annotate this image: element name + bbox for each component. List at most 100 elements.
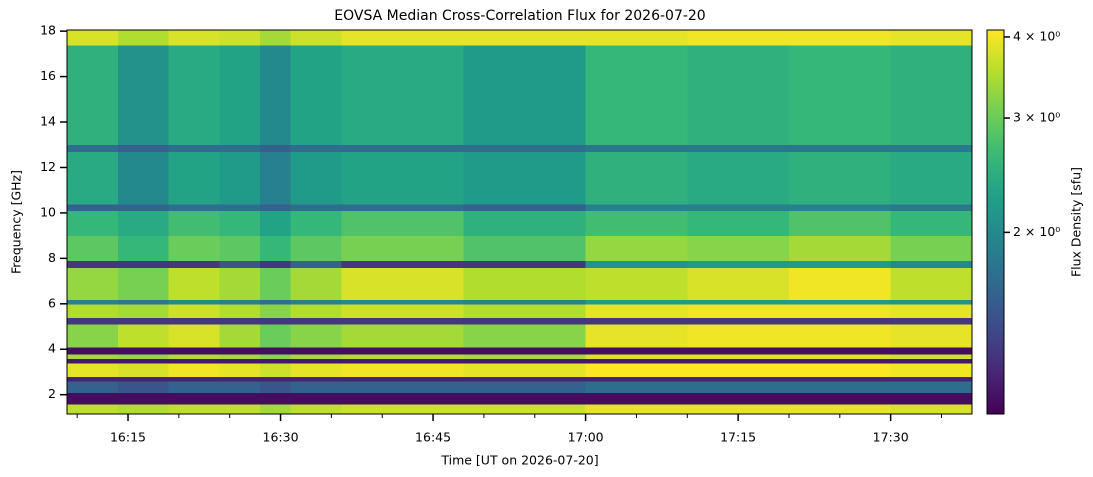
heatmap-cell xyxy=(463,151,587,205)
heatmap-cell xyxy=(585,44,688,146)
heatmap-cell xyxy=(168,358,221,364)
heatmap-cell xyxy=(219,299,261,305)
heatmap-cell xyxy=(341,151,465,205)
colorbar xyxy=(986,29,1005,415)
x-tick-label: 16:15 xyxy=(110,430,146,445)
heatmap-cell xyxy=(290,267,343,300)
heatmap-cell xyxy=(117,303,170,318)
heatmap-cell xyxy=(168,324,221,348)
chart-title: EOVSA Median Cross-Correlation Flux for … xyxy=(334,8,705,24)
heatmap-cell xyxy=(585,303,688,318)
heatmap-cell xyxy=(260,392,292,405)
heatmap-cell xyxy=(788,267,892,300)
heatmap-cell xyxy=(463,324,587,348)
heatmap-cell xyxy=(341,299,465,305)
heatmap-cell xyxy=(341,235,465,262)
heatmap-cell xyxy=(290,303,343,318)
heatmap-cell xyxy=(290,392,343,405)
heatmap-cell xyxy=(585,324,688,348)
heatmap-cell xyxy=(219,303,261,318)
heatmap-cell xyxy=(687,260,790,268)
heatmap-cell xyxy=(290,260,343,268)
heatmap-cell xyxy=(890,144,973,153)
heatmap-cell xyxy=(463,317,587,325)
heatmap-cell xyxy=(117,376,170,382)
heatmap-cell xyxy=(341,353,465,359)
heatmap-cell xyxy=(463,353,587,359)
heatmap-cell xyxy=(168,303,221,318)
heatmap-cell xyxy=(117,358,170,364)
heatmap-cell xyxy=(219,203,261,212)
heatmap-cell xyxy=(585,353,688,359)
heatmap-cell xyxy=(168,299,221,305)
heatmap-cell xyxy=(585,203,688,212)
heatmap-cell xyxy=(117,44,170,146)
heatmap-cell xyxy=(290,346,343,355)
heatmap-cell xyxy=(788,346,892,355)
heatmap-cell xyxy=(67,260,119,268)
heatmap-cell xyxy=(463,144,587,153)
heatmap-cell xyxy=(219,267,261,300)
heatmap-cell xyxy=(290,362,343,378)
heatmap-cell xyxy=(463,235,587,262)
y-tick-label: 2 xyxy=(48,386,56,401)
heatmap-cell xyxy=(290,358,343,364)
heatmap-cell xyxy=(788,260,892,268)
heatmap-cell xyxy=(341,210,465,237)
heatmap-cell xyxy=(290,353,343,359)
heatmap-cell xyxy=(890,346,973,355)
heatmap-cell xyxy=(341,144,465,153)
heatmap-cell xyxy=(890,358,973,364)
heatmap-cell xyxy=(168,353,221,359)
heatmap-cell xyxy=(788,303,892,318)
heatmap-cell xyxy=(463,203,587,212)
heatmap-cell xyxy=(463,392,587,405)
heatmap-cell xyxy=(687,299,790,305)
heatmap-cell xyxy=(890,267,973,300)
heatmap-cell xyxy=(463,381,587,393)
heatmap-cell xyxy=(341,324,465,348)
heatmap-cell xyxy=(341,203,465,212)
heatmap-cell xyxy=(341,303,465,318)
heatmap-cell xyxy=(341,44,465,146)
heatmap-cell xyxy=(260,324,292,348)
x-tick-label: 17:30 xyxy=(873,430,909,445)
heatmap-cell xyxy=(788,353,892,359)
heatmap-cell xyxy=(463,267,587,300)
heatmap-cell xyxy=(168,392,221,405)
heatmap-cell xyxy=(788,376,892,382)
heatmap-cell xyxy=(67,144,119,153)
heatmap-cell xyxy=(117,30,170,46)
heatmap-cell xyxy=(260,44,292,146)
plot-frame xyxy=(66,29,973,415)
heatmap-cell xyxy=(290,376,343,382)
heatmap-cell xyxy=(67,392,119,405)
heatmap-cell xyxy=(687,324,790,348)
heatmap-cell xyxy=(168,203,221,212)
heatmap-cell xyxy=(788,324,892,348)
heatmap-cell xyxy=(463,299,587,305)
heatmap-cell xyxy=(117,151,170,205)
heatmap-cell xyxy=(260,299,292,305)
heatmap-cell xyxy=(117,299,170,305)
x-tick-label: 16:30 xyxy=(263,430,299,445)
heatmap-cell xyxy=(788,299,892,305)
heatmap-cell xyxy=(168,44,221,146)
heatmap-cell xyxy=(67,210,119,237)
heatmap-cell xyxy=(168,30,221,46)
heatmap-cell xyxy=(341,376,465,382)
heatmap-cell xyxy=(585,151,688,205)
heatmap-cell xyxy=(117,317,170,325)
heatmap-cell xyxy=(260,144,292,153)
heatmap-cell xyxy=(168,317,221,325)
heatmap-cell xyxy=(290,381,343,393)
heatmap-cell xyxy=(585,376,688,382)
heatmap-cell xyxy=(890,30,973,46)
heatmap-cell xyxy=(67,346,119,355)
heatmap-cell xyxy=(260,151,292,205)
heatmap-cell xyxy=(788,403,892,415)
heatmap-cell xyxy=(890,44,973,146)
heatmap-cell xyxy=(117,403,170,415)
heatmap-cell xyxy=(117,346,170,355)
heatmap-cell xyxy=(687,381,790,393)
